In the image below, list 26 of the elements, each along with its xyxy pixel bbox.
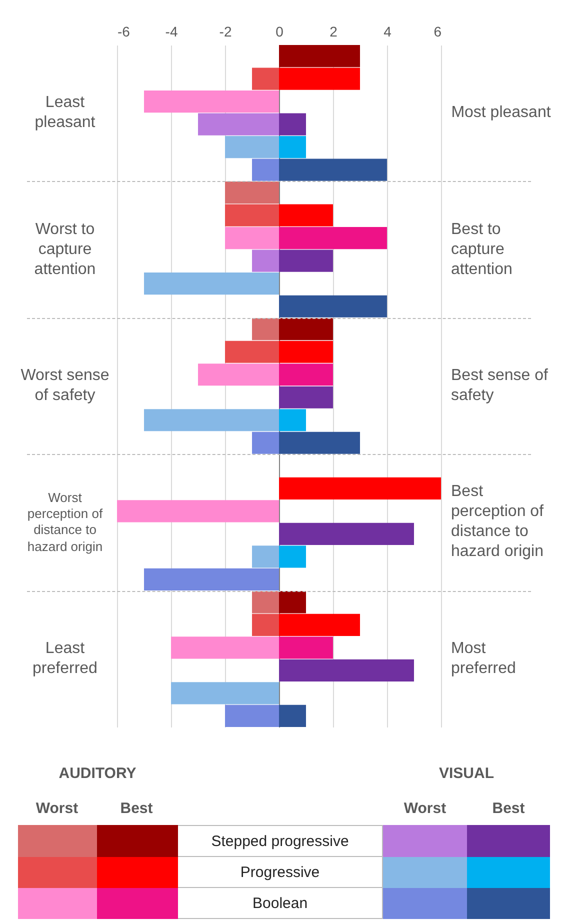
text: Progressive — [177, 856, 383, 888]
x-tick-label: -4 — [165, 24, 178, 40]
text: Best perception of distance to hazard origin — [451, 482, 545, 562]
text: Least preferred — [32, 638, 98, 679]
text: Least pleasant — [34, 93, 96, 134]
text: Stepped progressive — [177, 826, 383, 856]
text: Worst — [34, 800, 80, 817]
x-tick-label: -6 — [118, 24, 130, 40]
text: Worst perception of distance to hazard origin — [26, 488, 104, 556]
text: Worst sense of safety — [20, 366, 110, 406]
text: AUDITORY — [58, 765, 138, 782]
x-tick-label: 0 — [276, 24, 284, 40]
x-tick-label: 2 — [330, 24, 338, 40]
text: VISUAL — [438, 765, 495, 782]
text: Most pleasant — [451, 103, 551, 124]
text: Best — [119, 800, 154, 817]
text: Worst to capture attention — [33, 220, 97, 280]
text: Best — [491, 800, 526, 817]
text: Most preferred — [451, 638, 517, 679]
x-tick-label: 6 — [434, 24, 442, 40]
text: Best to capture attention — [451, 220, 514, 280]
text: Best sense of safety — [451, 366, 549, 406]
text: Worst — [402, 800, 448, 817]
text: Boolean — [177, 888, 383, 918]
x-tick-label: -2 — [219, 24, 232, 40]
x-tick-label: 4 — [384, 24, 392, 40]
